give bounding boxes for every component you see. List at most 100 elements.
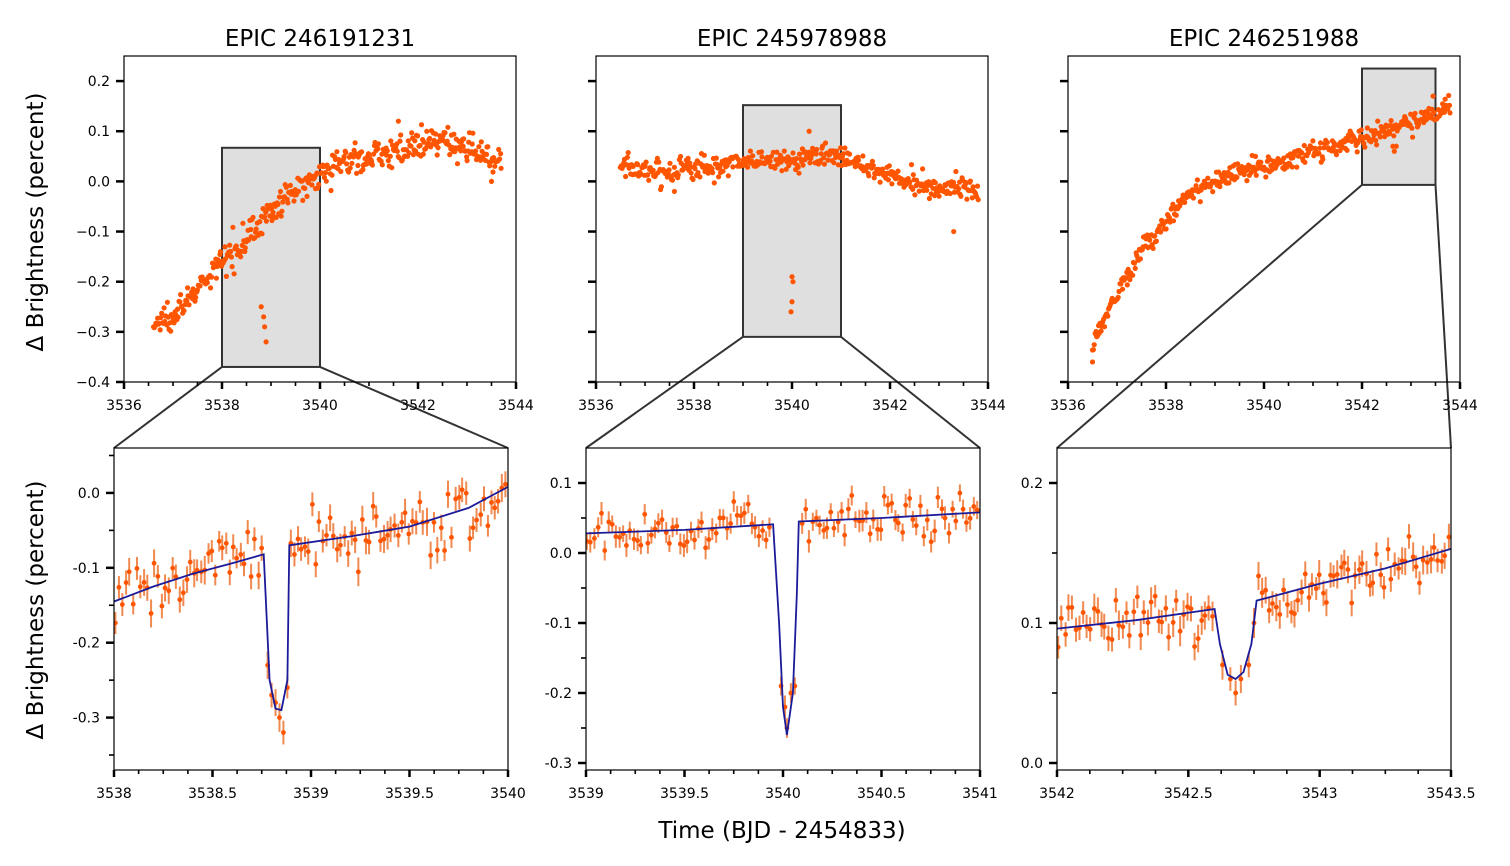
data-point <box>930 185 936 191</box>
data-point <box>184 577 190 582</box>
data-point <box>1302 159 1308 165</box>
data-point <box>116 584 122 590</box>
plot-area <box>1089 92 1453 365</box>
data-point <box>821 161 828 167</box>
transit-model-line <box>1057 547 1451 681</box>
data-point <box>209 274 215 280</box>
data-point <box>300 197 306 203</box>
data-point <box>170 565 176 571</box>
data-point <box>1391 148 1397 154</box>
data-point <box>939 506 945 512</box>
data-point <box>1115 294 1121 300</box>
data-point <box>323 178 329 184</box>
data-point <box>831 525 837 531</box>
data-point <box>234 555 240 561</box>
data-point <box>408 143 414 149</box>
data-point <box>355 162 361 169</box>
data-point <box>159 310 165 316</box>
data-point <box>617 534 623 540</box>
data-point <box>1431 545 1437 550</box>
data-point <box>276 194 283 200</box>
data-point <box>1312 145 1318 151</box>
y-tick-label: −0.4 <box>76 375 110 391</box>
data-point <box>1254 165 1260 172</box>
data-point <box>926 195 933 202</box>
data-point <box>1442 96 1448 102</box>
data-point <box>760 528 766 533</box>
data-point <box>241 561 247 567</box>
data-point <box>395 118 401 124</box>
data-point <box>1158 229 1164 235</box>
data-point <box>275 201 281 207</box>
data-point <box>178 292 184 298</box>
data-point <box>330 533 336 539</box>
data-point <box>1378 572 1384 578</box>
data-point <box>1339 564 1344 570</box>
data-point <box>788 309 794 315</box>
data-point <box>410 518 415 524</box>
data-point <box>381 536 387 542</box>
data-point <box>1370 580 1376 586</box>
data-point <box>257 219 263 225</box>
data-point <box>1385 546 1391 552</box>
data-point <box>1330 144 1336 150</box>
data-point <box>750 153 756 159</box>
data-point <box>260 206 266 212</box>
data-point <box>964 196 970 202</box>
data-point <box>302 185 308 191</box>
data-point <box>258 304 264 310</box>
data-point <box>1080 610 1086 615</box>
data-point <box>790 279 796 285</box>
data-point <box>656 159 662 165</box>
data-point <box>863 510 869 516</box>
data-point <box>181 308 187 314</box>
data-point <box>790 150 796 156</box>
data-point <box>1388 118 1394 124</box>
data-point <box>824 525 830 531</box>
data-point <box>409 130 415 136</box>
data-point <box>503 481 508 487</box>
y-tick-label: 0.2 <box>88 74 110 90</box>
data-point <box>1324 600 1329 605</box>
data-point <box>867 531 873 537</box>
data-point <box>885 177 892 183</box>
data-point <box>344 161 350 167</box>
data-point <box>267 213 273 219</box>
data-point <box>1220 662 1225 668</box>
data-point <box>1194 177 1200 183</box>
data-point <box>1387 130 1393 137</box>
data-point <box>405 138 411 144</box>
zoom-connector-lines <box>113 184 1452 449</box>
data-point <box>1235 161 1241 167</box>
data-point <box>920 166 926 172</box>
y-tick-label: -0.3 <box>73 711 100 727</box>
data-point <box>609 521 615 527</box>
data-point <box>924 187 930 193</box>
data-point <box>359 517 365 522</box>
zoom-connector-left <box>1056 184 1363 449</box>
data-point <box>194 287 200 293</box>
data-point <box>222 244 228 250</box>
data-point <box>162 585 168 591</box>
data-point <box>635 538 640 543</box>
y-tick-label: 0.0 <box>88 174 110 190</box>
data-point <box>316 519 322 525</box>
data-point <box>717 515 723 521</box>
data-point <box>164 299 170 305</box>
data-point <box>953 518 959 524</box>
data-point <box>1087 626 1093 632</box>
data-point <box>734 512 740 518</box>
data-point <box>327 515 333 521</box>
data-point <box>498 165 504 171</box>
data-point <box>385 532 390 538</box>
data-point <box>228 248 234 255</box>
data-point <box>334 546 340 552</box>
data-point <box>871 175 877 181</box>
x-tick-label: 3540 <box>490 786 526 802</box>
data-point <box>492 163 498 169</box>
data-point <box>881 493 887 499</box>
data-point <box>370 503 376 509</box>
x-tick-label: 3540 <box>765 786 801 802</box>
data-point <box>295 536 301 542</box>
data-point <box>1221 170 1227 176</box>
